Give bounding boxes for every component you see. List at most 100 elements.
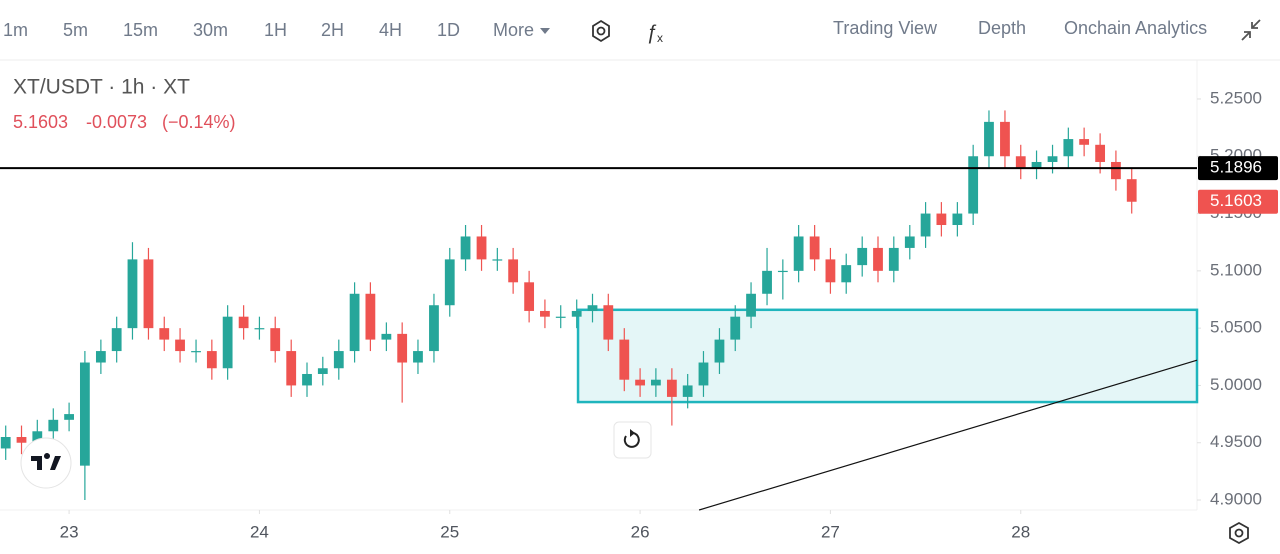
candle-body xyxy=(555,316,566,318)
axis-settings-icon[interactable] xyxy=(1229,521,1249,545)
candle-body xyxy=(16,437,27,443)
settings-icon[interactable] xyxy=(592,19,610,43)
candle-body xyxy=(904,236,915,248)
candle-body xyxy=(603,305,614,340)
candle-body xyxy=(920,213,931,237)
plot xyxy=(0,98,1201,514)
x-tick-label: 26 xyxy=(631,522,650,541)
candle-body xyxy=(730,316,741,340)
toolbar: 1m 5m 15m 30m 1H 2H 4H 1D More Trading View Depth O… xyxy=(3,18,1207,40)
candle-body xyxy=(809,236,820,260)
interval-tab[interactable]: 1m xyxy=(3,20,28,40)
candle-body xyxy=(762,270,772,294)
x-tick-label: 23 xyxy=(60,522,79,541)
y-tick-label: 5.0500 xyxy=(1210,318,1262,337)
candle-body xyxy=(1095,144,1106,162)
y-tick-label: 4.9500 xyxy=(1210,432,1262,451)
candle-body xyxy=(841,265,852,283)
interval-tab[interactable]: 2H xyxy=(321,20,344,40)
interval-tab[interactable]: More xyxy=(493,20,534,40)
interval-tab[interactable]: 30m xyxy=(193,20,228,40)
candle-body xyxy=(206,351,217,369)
candle-body xyxy=(492,259,503,261)
interval-tab[interactable]: 4H xyxy=(379,20,402,40)
candle-body xyxy=(666,379,677,397)
candle-body xyxy=(238,316,249,329)
candle-body xyxy=(714,339,725,363)
reset-button[interactable] xyxy=(613,421,652,459)
candle-body xyxy=(635,379,645,386)
candle-body xyxy=(32,431,43,443)
candle-body xyxy=(540,310,550,317)
candle-body xyxy=(397,333,408,363)
candle-body xyxy=(64,414,74,420)
interval-tab[interactable]: 15m xyxy=(123,20,158,40)
view-tab[interactable]: Depth xyxy=(978,18,1026,38)
candle-body xyxy=(286,351,297,386)
candle-body xyxy=(1015,156,1026,168)
indicator-icon-sub: x xyxy=(657,31,663,45)
candle-body xyxy=(1047,156,1058,162)
candle-body xyxy=(365,293,376,340)
candle-body xyxy=(968,156,979,214)
quote-change: -0.0073 xyxy=(86,112,147,132)
candle-body xyxy=(413,351,423,363)
candle-body xyxy=(79,362,90,466)
last-price-label: 5.1603 xyxy=(1210,191,1262,210)
candle-body xyxy=(175,339,185,352)
candle-body xyxy=(571,310,582,317)
candle-body xyxy=(682,385,693,397)
candle-body xyxy=(1000,121,1010,157)
candle-body xyxy=(1126,179,1137,202)
y-tick-label: 5.2500 xyxy=(1210,88,1262,107)
candle-body xyxy=(127,259,138,329)
interval-tab[interactable]: 1D xyxy=(437,20,460,40)
candle-body xyxy=(476,236,487,260)
candle-body xyxy=(524,282,535,311)
x-tick-label: 28 xyxy=(1011,522,1030,541)
interval-tab[interactable]: 5m xyxy=(63,20,88,40)
candle-body xyxy=(857,247,868,266)
candle-body xyxy=(619,339,630,380)
candle-body xyxy=(254,328,265,330)
candle-body xyxy=(349,293,360,352)
last-price-badge xyxy=(1198,189,1278,214)
candle-body xyxy=(444,259,455,306)
horizontal-line-badge xyxy=(1198,156,1278,181)
candle-body xyxy=(1063,139,1074,157)
candle-body xyxy=(302,373,312,386)
candle-body xyxy=(48,419,59,432)
candle-body xyxy=(984,121,994,157)
interval-tab[interactable]: 1H xyxy=(264,20,287,40)
candle-body xyxy=(333,351,344,369)
candle-body xyxy=(650,379,661,386)
symbol-title: XT/USDT · 1h · XT xyxy=(13,76,190,99)
candle-body xyxy=(698,362,709,386)
candle-body xyxy=(222,316,233,369)
y-tick-label: 4.9000 xyxy=(1210,490,1262,509)
candle-body xyxy=(429,305,439,352)
zone-box xyxy=(576,308,1199,404)
candle-body xyxy=(825,259,836,283)
candle-body xyxy=(1111,161,1121,180)
indicator-icon[interactable]: ƒ xyxy=(646,21,657,43)
tradingview-logo[interactable] xyxy=(20,437,72,489)
candle-body xyxy=(317,368,328,374)
view-tab[interactable]: Trading View xyxy=(833,18,938,38)
candle-body xyxy=(111,328,122,352)
candle-body xyxy=(888,247,899,271)
y-tick-label: 5.1000 xyxy=(1210,260,1262,279)
quote-change-pct: (−0.14%) xyxy=(162,112,236,132)
x-tick-label: 27 xyxy=(821,522,840,541)
candle-body xyxy=(191,351,201,353)
view-tab[interactable]: Onchain Analytics xyxy=(1064,18,1207,38)
candle-body xyxy=(936,213,947,226)
y-tick-label: 5.0000 xyxy=(1210,375,1262,394)
candle-body xyxy=(1079,139,1090,145)
candle-body xyxy=(143,259,154,329)
collapse-icon[interactable] xyxy=(1241,19,1261,41)
candle-body xyxy=(460,236,471,260)
candle-body xyxy=(381,333,392,340)
horizontal-line-label: 5.1896 xyxy=(1210,158,1262,177)
